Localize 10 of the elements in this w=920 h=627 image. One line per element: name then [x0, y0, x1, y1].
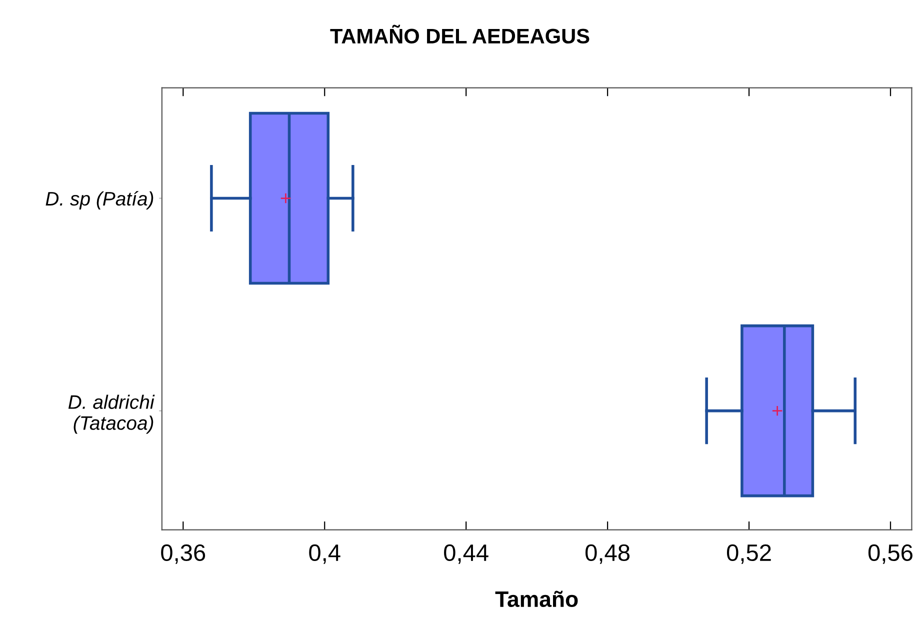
x-tick-label: 0,52 — [726, 544, 771, 564]
x-tick-label: 0,4 — [309, 544, 340, 564]
x-tick-label: 0,36 — [161, 544, 206, 564]
chart-title: TAMAÑO DEL AEDEAGUS — [330, 24, 590, 44]
x-tick-label: 0,48 — [586, 544, 630, 564]
y-tick-label: D. sp (Patía) — [46, 191, 154, 210]
x-axis-title: Tamaño — [495, 590, 578, 608]
x-tick-label: 0,44 — [444, 544, 488, 564]
y-tick-label: D. aldrichi (Tatacoa) — [68, 394, 155, 434]
x-tick-label: 0,56 — [868, 544, 912, 564]
